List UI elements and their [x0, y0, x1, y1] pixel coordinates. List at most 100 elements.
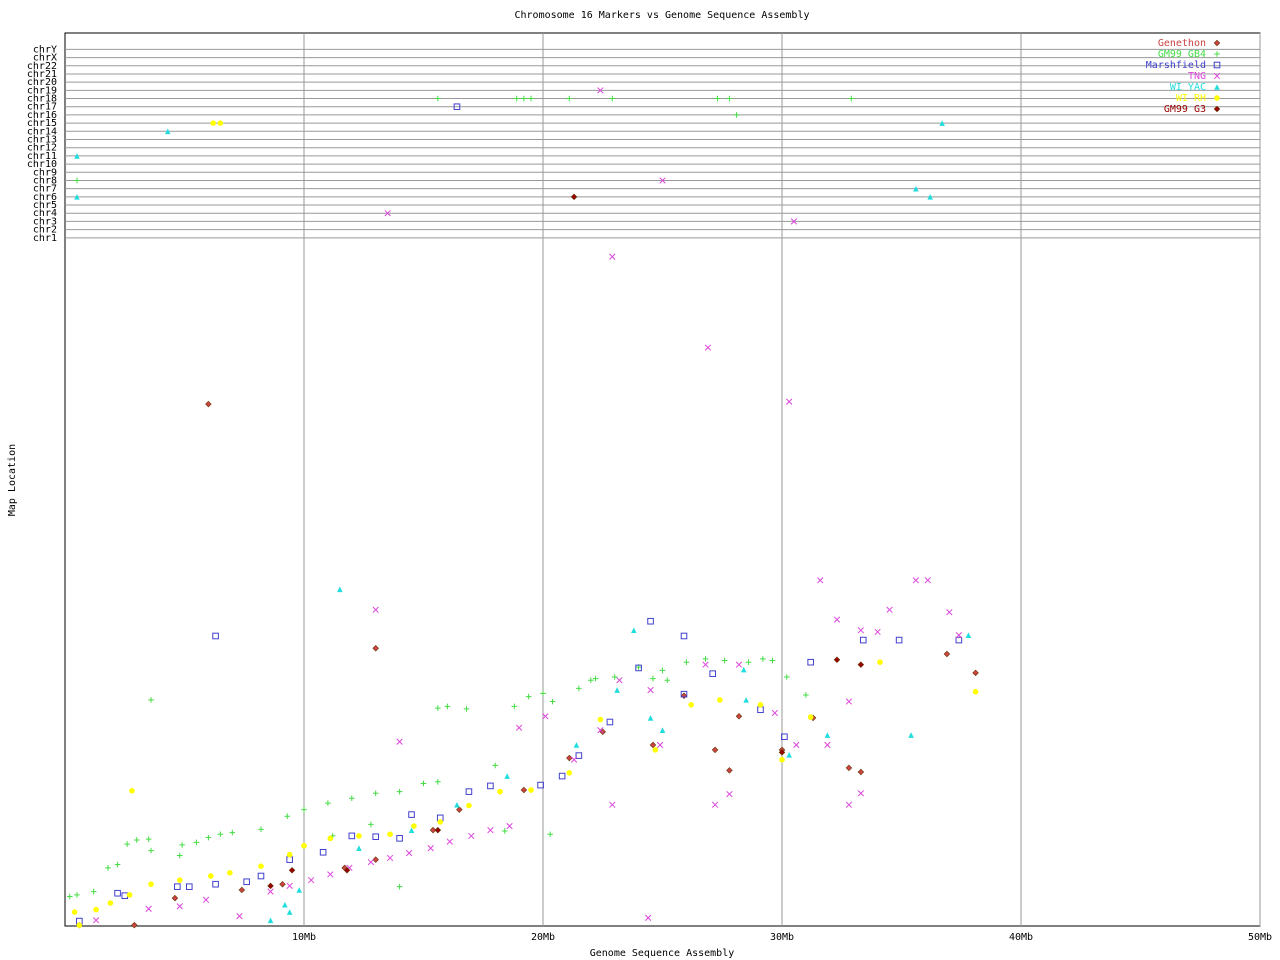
marker-triangle — [908, 732, 914, 738]
marker-plus — [66, 893, 73, 900]
marker-plus — [133, 837, 140, 843]
marker-square — [635, 664, 642, 672]
y-tick-label: chr16 — [27, 110, 57, 121]
marker-plus — [349, 795, 355, 801]
marker-triangle — [573, 742, 580, 748]
marker-diamond — [456, 806, 463, 813]
marker-triangle — [786, 751, 792, 758]
y-tick-label: chrX — [33, 53, 57, 64]
marker-x — [946, 609, 953, 616]
chart-title: Chromosome 16 Markers vs Genome Sequence… — [514, 10, 809, 21]
marker-plus — [549, 698, 556, 705]
marker-circle — [129, 788, 135, 794]
marker-plus — [284, 813, 291, 820]
marker-circle — [566, 769, 573, 776]
x-axis-label: Genome Sequence Assembly — [590, 948, 735, 959]
marker-triangle — [659, 727, 666, 733]
y-tick-label: chr21 — [27, 69, 57, 80]
marker-plus — [148, 697, 154, 703]
marker-circle — [217, 120, 224, 126]
marker-circle — [207, 873, 214, 879]
marker-x — [656, 741, 664, 749]
marker-square — [680, 690, 688, 698]
marker-plus — [702, 656, 709, 662]
marker-plus — [396, 788, 403, 795]
marker-circle — [286, 851, 293, 858]
marker-plus — [611, 674, 618, 680]
marker-circle — [497, 788, 503, 795]
marker-square — [453, 103, 461, 111]
marker-circle — [807, 714, 814, 720]
marker-plus — [540, 690, 546, 697]
marker-diamond — [131, 921, 138, 929]
marker-triangle — [282, 901, 288, 908]
marker-x — [427, 845, 434, 852]
marker-triangle — [504, 773, 510, 779]
marker-x — [202, 896, 210, 903]
marker-x — [874, 628, 881, 636]
marker-square — [396, 835, 403, 842]
marker-triangle — [286, 909, 293, 915]
marker-diamond — [434, 826, 442, 834]
marker-diamond — [520, 786, 528, 794]
y-tick-label: chr1 — [33, 233, 57, 244]
marker-x — [396, 738, 403, 745]
marker-circle — [176, 877, 183, 883]
marker-circle — [972, 688, 979, 695]
y-tick-label: chr5 — [33, 200, 57, 211]
marker-x — [327, 871, 334, 878]
marker-plus — [420, 780, 427, 787]
marker-circle — [466, 802, 472, 809]
marker-square — [807, 658, 814, 666]
marker-diamond — [1213, 105, 1221, 113]
marker-diamond — [649, 741, 657, 749]
marker-x — [597, 87, 604, 94]
x-tick-label: 30Mb — [770, 932, 794, 943]
marker-circle — [717, 697, 723, 703]
marker-plus — [592, 675, 599, 682]
marker-x — [702, 661, 709, 668]
marker-diamond — [833, 656, 841, 663]
y-tick-label: chr7 — [33, 184, 57, 195]
legend-label: GM99 GB4 — [1158, 49, 1206, 60]
marker-circle — [1214, 95, 1220, 101]
legend-label: WI RH — [1176, 93, 1206, 104]
y-tick-label: chr18 — [27, 94, 57, 105]
marker-x — [824, 741, 831, 749]
y-tick-label: chr11 — [27, 151, 57, 162]
marker-x — [726, 790, 733, 798]
marker-triangle — [647, 715, 654, 721]
marker-triangle — [927, 194, 933, 200]
legend-label: Genethon — [1158, 38, 1206, 49]
marker-x — [286, 882, 293, 890]
marker-plus — [105, 865, 111, 871]
marker-plus — [733, 112, 740, 118]
y-tick-label: chr10 — [27, 159, 57, 170]
marker-diamond — [570, 193, 578, 201]
marker-plus — [528, 95, 534, 102]
marker-plus — [769, 657, 776, 664]
marker-x — [645, 914, 652, 921]
marker-square — [185, 883, 193, 890]
marker-square — [243, 878, 250, 886]
marker-triangle — [296, 887, 303, 893]
marker-triangle — [614, 687, 620, 693]
marker-plus — [659, 667, 666, 674]
marker-plus — [74, 177, 80, 184]
marker-x — [386, 854, 394, 862]
marker-x — [955, 632, 963, 639]
marker-x — [845, 698, 853, 705]
marker-diamond — [429, 826, 437, 834]
marker-plus — [90, 888, 97, 895]
legend-label: WI YAC — [1170, 82, 1206, 93]
marker-diamond — [171, 894, 179, 902]
marker-diamond — [1213, 39, 1221, 47]
marker-plus — [301, 806, 307, 813]
marker-plus — [664, 677, 671, 684]
marker-diamond — [343, 867, 351, 874]
marker-plus — [205, 834, 212, 841]
marker-x — [468, 832, 475, 840]
marker-plus — [435, 705, 441, 711]
